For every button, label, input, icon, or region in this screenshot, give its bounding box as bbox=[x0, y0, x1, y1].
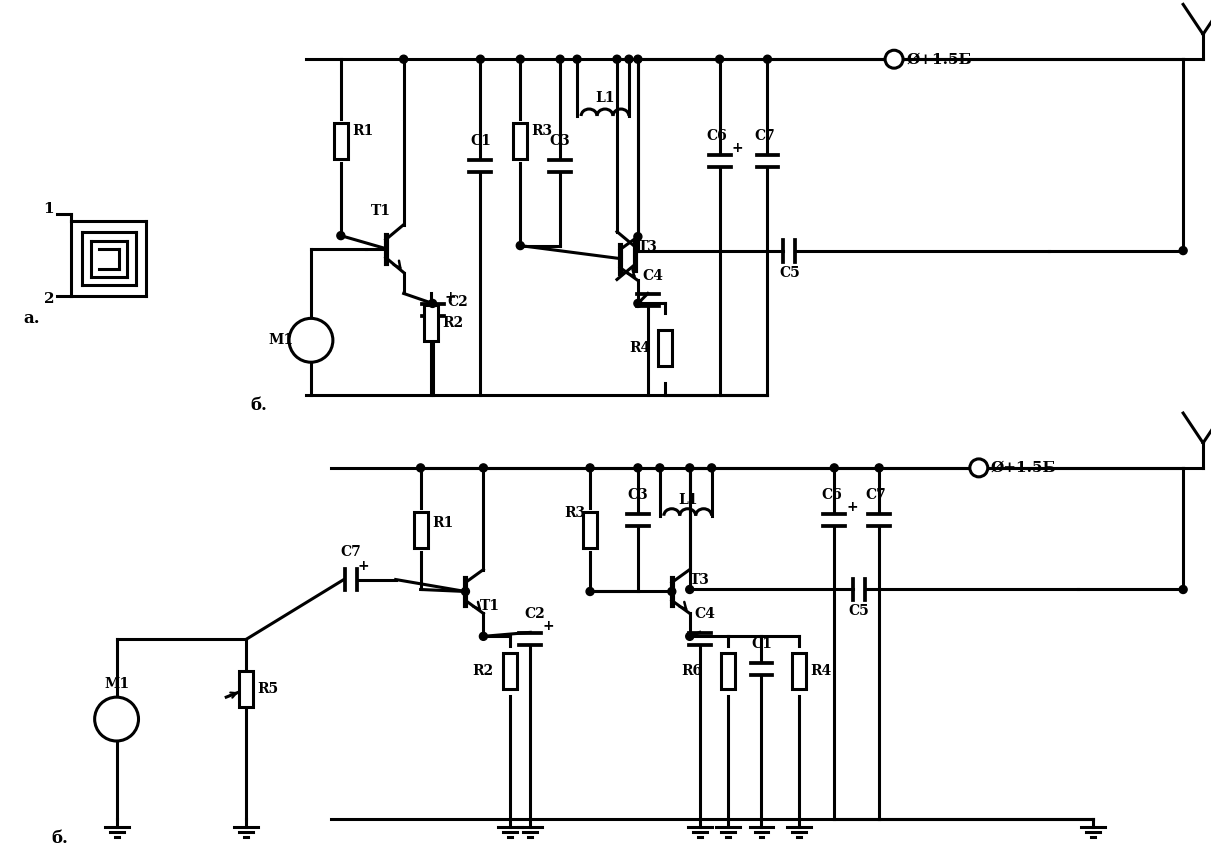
Text: C4: C4 bbox=[643, 268, 664, 282]
Text: C2: C2 bbox=[448, 295, 468, 310]
Circle shape bbox=[685, 464, 694, 472]
Circle shape bbox=[763, 55, 771, 63]
Text: C7: C7 bbox=[754, 129, 775, 143]
Text: C7: C7 bbox=[866, 488, 887, 501]
Text: 1: 1 bbox=[44, 202, 55, 216]
Text: +: + bbox=[444, 291, 456, 305]
Text: Ø+1.5Б: Ø+1.5Б bbox=[906, 52, 972, 66]
Circle shape bbox=[557, 55, 564, 63]
Text: R4: R4 bbox=[810, 665, 832, 678]
Circle shape bbox=[1179, 247, 1188, 255]
Text: C7: C7 bbox=[341, 545, 361, 558]
Circle shape bbox=[885, 50, 902, 68]
Circle shape bbox=[634, 299, 642, 307]
Text: R5: R5 bbox=[257, 682, 279, 696]
Text: б.: б. bbox=[251, 397, 268, 413]
Circle shape bbox=[1179, 585, 1188, 594]
Text: +: + bbox=[358, 558, 370, 572]
Circle shape bbox=[337, 231, 344, 240]
Bar bbox=[513, 123, 528, 159]
Text: а.: а. bbox=[23, 310, 40, 327]
Text: б.: б. bbox=[51, 830, 68, 847]
Circle shape bbox=[399, 55, 408, 63]
Circle shape bbox=[517, 242, 524, 249]
Text: 2: 2 bbox=[44, 293, 55, 306]
Circle shape bbox=[625, 55, 633, 63]
Circle shape bbox=[685, 585, 694, 594]
Bar bbox=[583, 512, 597, 548]
Text: +: + bbox=[731, 141, 744, 154]
Circle shape bbox=[613, 55, 621, 63]
Circle shape bbox=[479, 633, 488, 640]
Text: R4: R4 bbox=[630, 341, 650, 356]
Bar bbox=[334, 123, 348, 159]
Text: C3: C3 bbox=[627, 488, 648, 501]
Circle shape bbox=[517, 55, 524, 63]
Text: R6: R6 bbox=[682, 665, 702, 678]
Circle shape bbox=[707, 464, 716, 472]
Text: L1: L1 bbox=[596, 91, 615, 105]
Circle shape bbox=[875, 464, 883, 472]
Text: C3: C3 bbox=[549, 134, 570, 148]
Circle shape bbox=[634, 55, 642, 63]
Text: R3: R3 bbox=[531, 124, 553, 138]
Bar bbox=[792, 653, 807, 690]
Text: +: + bbox=[542, 620, 554, 633]
Bar bbox=[414, 512, 427, 548]
Bar bbox=[503, 653, 517, 690]
Text: R3: R3 bbox=[564, 506, 585, 520]
Circle shape bbox=[586, 588, 594, 595]
Text: T1: T1 bbox=[480, 600, 501, 614]
Text: T3: T3 bbox=[638, 240, 657, 254]
Text: C6: C6 bbox=[706, 129, 727, 143]
Text: Ø+1.5Б: Ø+1.5Б bbox=[991, 461, 1057, 475]
Text: R2: R2 bbox=[442, 317, 463, 331]
Circle shape bbox=[428, 299, 437, 307]
Circle shape bbox=[634, 464, 642, 472]
Circle shape bbox=[416, 464, 425, 472]
Text: T3: T3 bbox=[690, 572, 710, 587]
Circle shape bbox=[716, 55, 724, 63]
Circle shape bbox=[685, 633, 694, 640]
Text: C1: C1 bbox=[751, 637, 771, 652]
Text: C4: C4 bbox=[694, 608, 716, 621]
Circle shape bbox=[668, 588, 676, 595]
Text: C5: C5 bbox=[849, 604, 870, 619]
Text: +: + bbox=[847, 500, 858, 513]
Text: C1: C1 bbox=[469, 134, 491, 148]
Circle shape bbox=[970, 459, 987, 477]
Text: C2: C2 bbox=[525, 608, 546, 621]
Text: L1: L1 bbox=[678, 493, 697, 507]
Circle shape bbox=[586, 464, 594, 472]
Circle shape bbox=[634, 233, 642, 241]
Text: C6: C6 bbox=[821, 488, 842, 501]
Bar bbox=[239, 671, 254, 707]
Circle shape bbox=[461, 588, 469, 595]
Text: R2: R2 bbox=[472, 665, 492, 678]
Bar bbox=[657, 331, 672, 366]
Circle shape bbox=[477, 55, 484, 63]
Text: T1: T1 bbox=[371, 204, 391, 217]
Circle shape bbox=[289, 318, 332, 362]
Text: R1: R1 bbox=[352, 124, 374, 138]
Circle shape bbox=[573, 55, 581, 63]
Text: C5: C5 bbox=[779, 266, 799, 280]
Text: M1: M1 bbox=[268, 333, 294, 347]
Text: R1: R1 bbox=[432, 516, 454, 530]
Circle shape bbox=[95, 697, 138, 741]
Text: M1: M1 bbox=[104, 677, 129, 691]
Bar bbox=[423, 306, 438, 341]
Circle shape bbox=[479, 464, 488, 472]
Circle shape bbox=[656, 464, 664, 472]
Circle shape bbox=[830, 464, 838, 472]
Bar bbox=[721, 653, 735, 690]
